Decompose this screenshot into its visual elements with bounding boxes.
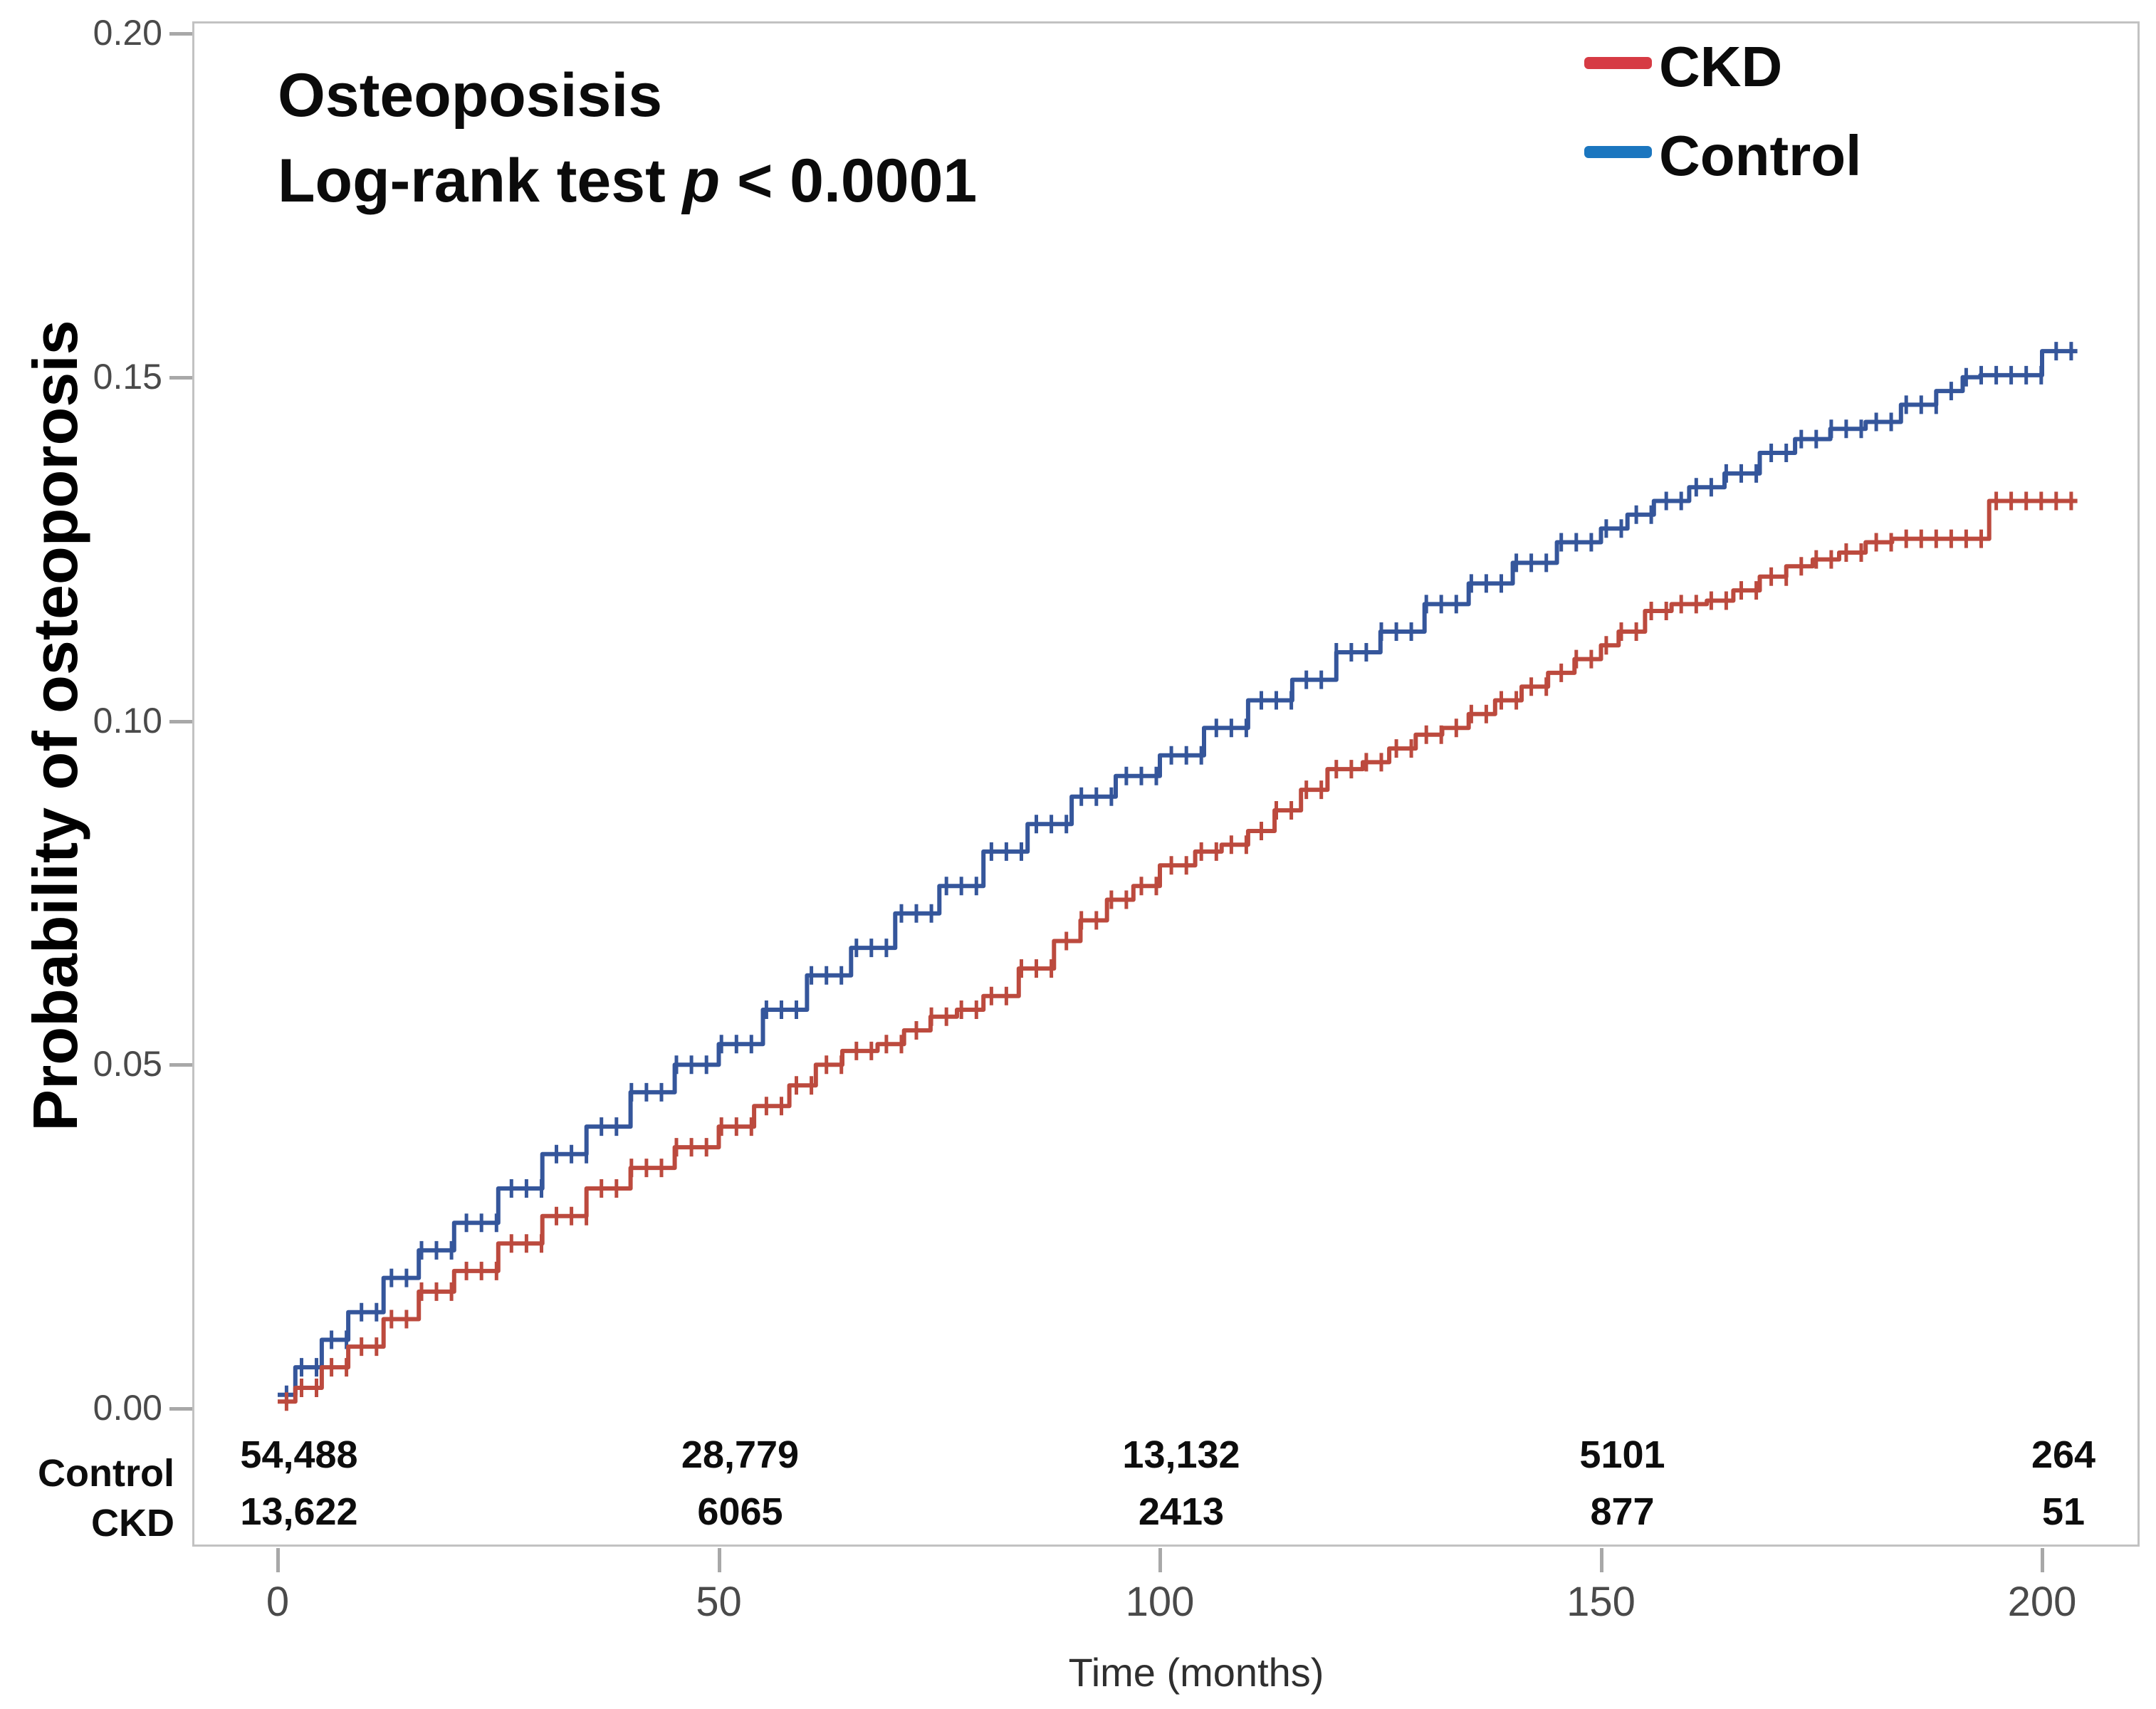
ckd-line-swatch xyxy=(1584,57,1652,69)
x-tick-mark xyxy=(2041,1548,2044,1572)
censor-marks-ckd xyxy=(284,491,2073,1411)
risk-row-label-ckd: CKD xyxy=(91,1502,174,1545)
subtitle-prefix: Log-rank test xyxy=(278,147,683,215)
x-tick-mark xyxy=(1599,1548,1603,1572)
risk-value-ckd: 6065 xyxy=(697,1490,783,1533)
subtitle-suffix: < 0.0001 xyxy=(720,147,978,215)
risk-value-ckd: 13,622 xyxy=(240,1490,358,1533)
y-tick-label: 0.15 xyxy=(93,356,162,397)
risk-value-control: 5101 xyxy=(1579,1433,1665,1476)
x-tick-label: 150 xyxy=(1566,1579,1636,1625)
legend-label-control: Control xyxy=(1659,124,1862,187)
y-tick-mark xyxy=(169,32,192,36)
plot-panel xyxy=(192,21,2140,1547)
x-tick-mark xyxy=(1158,1548,1162,1572)
survival-curves-canvas xyxy=(278,342,2078,1411)
x-tick-label: 200 xyxy=(2007,1579,2077,1625)
x-axis-title: Time (months) xyxy=(1068,1650,1324,1695)
x-tick-label: 100 xyxy=(1125,1579,1195,1625)
curve-control xyxy=(278,349,2078,1397)
y-tick-mark xyxy=(169,375,192,380)
plot-title-block: Osteoposisis Log-rank test p < 0.0001 xyxy=(278,53,977,224)
x-tick-mark xyxy=(276,1548,280,1572)
risk-value-ckd: 877 xyxy=(1590,1490,1655,1533)
y-tick-mark xyxy=(169,1063,192,1067)
y-tick-label: 0.05 xyxy=(93,1044,162,1085)
plot-subtitle: Log-rank test p < 0.0001 xyxy=(278,138,977,224)
risk-value-control: 28,779 xyxy=(681,1433,800,1476)
risk-row-label-control: Control xyxy=(38,1452,174,1495)
censor-marks-control xyxy=(284,342,2073,1404)
plot-title: Osteoposisis xyxy=(278,61,663,130)
risk-value-control: 13,132 xyxy=(1122,1433,1240,1476)
legend-label-ckd: CKD xyxy=(1659,35,1783,98)
x-tick-label: 50 xyxy=(696,1579,742,1625)
risk-value-ckd: 51 xyxy=(2041,1490,2086,1533)
y-tick-label: 0.20 xyxy=(93,13,162,53)
risk-value-control: 264 xyxy=(2031,1433,2096,1476)
y-tick-label: 0.10 xyxy=(93,700,162,741)
subtitle-p-symbol: p xyxy=(682,147,721,215)
y-tick-mark xyxy=(169,1407,192,1411)
y-tick-label: 0.00 xyxy=(93,1388,162,1428)
control-line-swatch xyxy=(1584,146,1652,158)
y-tick-mark xyxy=(169,719,192,723)
risk-value-ckd: 2413 xyxy=(1138,1490,1225,1533)
curve-ckd xyxy=(278,498,2078,1404)
x-tick-label: 0 xyxy=(266,1579,290,1625)
x-tick-mark xyxy=(717,1548,721,1572)
risk-value-control: 54,488 xyxy=(240,1433,358,1476)
